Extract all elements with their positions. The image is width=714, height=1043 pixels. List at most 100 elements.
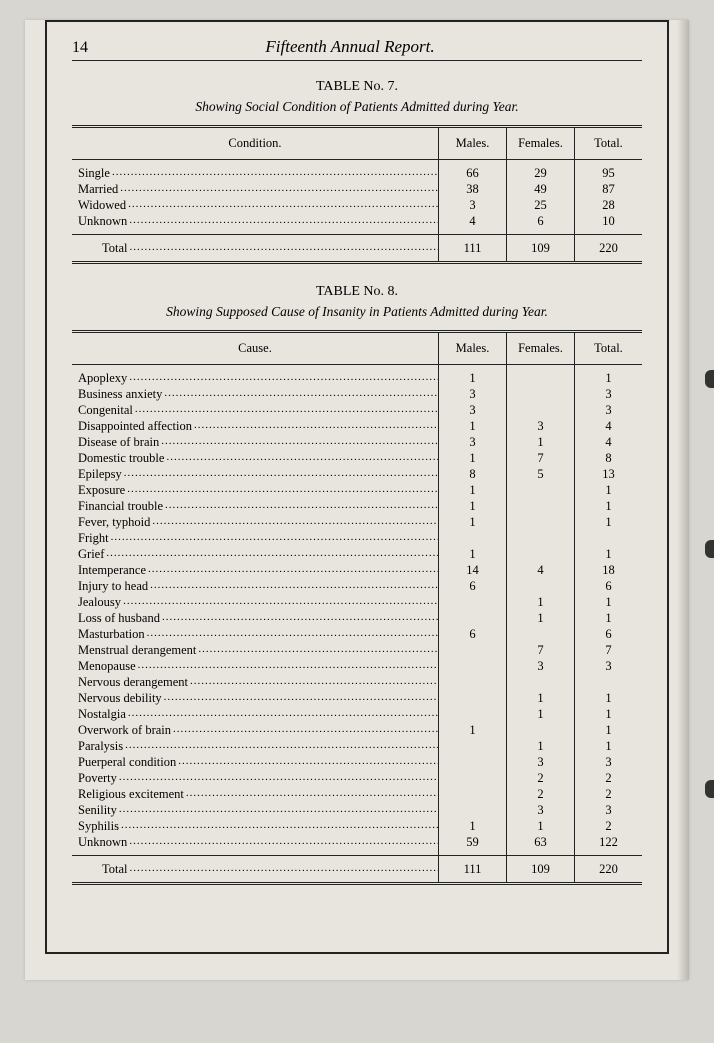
row-females: 25 — [507, 197, 575, 213]
row-total — [575, 530, 643, 546]
row-total: 8 — [575, 450, 643, 466]
row-females: 5 — [507, 466, 575, 482]
row-males: 1 — [439, 498, 507, 514]
row-total: 1 — [575, 738, 643, 754]
row-males — [439, 754, 507, 770]
row-total: 1 — [575, 722, 643, 738]
row-label: Injury to head — [72, 578, 439, 594]
row-total: 1 — [575, 690, 643, 706]
row-label: Domestic trouble — [72, 450, 439, 466]
row-label: Fever, typhoid — [72, 514, 439, 530]
row-total: 3 — [575, 754, 643, 770]
total-total: 220 — [575, 861, 643, 877]
row-label: Unknown — [72, 834, 439, 850]
row-label: Grief — [72, 546, 439, 562]
table7-subtitle: Showing Social Condition of Patients Adm… — [72, 99, 642, 115]
table-row: Religious excitement22 — [72, 786, 642, 802]
binding-mark — [705, 540, 714, 558]
row-females: 7 — [507, 642, 575, 658]
row-label: Senility — [72, 802, 439, 818]
row-males: 59 — [439, 834, 507, 850]
row-females — [507, 546, 575, 562]
row-total: 1 — [575, 482, 643, 498]
total-females: 109 — [507, 861, 575, 877]
table-row: Widowed32528 — [72, 197, 642, 213]
row-males — [439, 770, 507, 786]
row-label: Exposure — [72, 482, 439, 498]
row-males: 4 — [439, 213, 507, 229]
row-females: 29 — [507, 165, 575, 181]
row-females: 7 — [507, 450, 575, 466]
table7-head-row: Condition. Males. Females. Total. — [72, 127, 642, 160]
row-label: Nervous debility — [72, 690, 439, 706]
table-row: Menstrual derangement77 — [72, 642, 642, 658]
table-row: Disappointed affection134 — [72, 418, 642, 434]
total-label: Total — [72, 240, 439, 256]
table-row: Nervous debility11 — [72, 690, 642, 706]
row-total: 1 — [575, 370, 643, 386]
total-total: 220 — [575, 240, 643, 256]
row-total: 1 — [575, 514, 643, 530]
row-total: 4 — [575, 434, 643, 450]
row-label: Puerperal condition — [72, 754, 439, 770]
table-row: Poverty22 — [72, 770, 642, 786]
row-total: 4 — [575, 418, 643, 434]
table-row: Overwork of brain11 — [72, 722, 642, 738]
row-females: 49 — [507, 181, 575, 197]
col-females: Females. — [507, 127, 575, 160]
row-label: Fright — [72, 530, 439, 546]
table-row: Menopause33 — [72, 658, 642, 674]
row-total: 6 — [575, 578, 643, 594]
table8-subtitle: Showing Supposed Cause of Insanity in Pa… — [72, 304, 642, 320]
row-total — [575, 674, 643, 690]
table-row: Financial trouble11 — [72, 498, 642, 514]
row-total: 13 — [575, 466, 643, 482]
table-row: Married384987 — [72, 181, 642, 197]
binding-mark — [705, 780, 714, 798]
row-females — [507, 530, 575, 546]
row-label: Widowed — [72, 197, 439, 213]
row-label: Intemperance — [72, 562, 439, 578]
table-row: Exposure11 — [72, 482, 642, 498]
page-border: 14 Fifteenth Annual Report. TABLE No. 7.… — [45, 20, 669, 954]
row-females: 3 — [507, 418, 575, 434]
total-row: Total111109220 — [72, 240, 642, 256]
row-total: 87 — [575, 181, 643, 197]
row-label: Disease of brain — [72, 434, 439, 450]
row-total: 10 — [575, 213, 643, 229]
page-number: 14 — [72, 39, 88, 57]
table-row: Injury to head66 — [72, 578, 642, 594]
row-label: Business anxiety — [72, 386, 439, 402]
row-females — [507, 722, 575, 738]
table7-title: TABLE No. 7. — [72, 79, 642, 95]
table-row: Single662995 — [72, 165, 642, 181]
table8-title: TABLE No. 8. — [72, 284, 642, 300]
row-total: 28 — [575, 197, 643, 213]
row-label: Religious excitement — [72, 786, 439, 802]
row-males — [439, 706, 507, 722]
table8: Cause. Males. Females. Total. Apoplexy11… — [72, 330, 642, 885]
table-row: Loss of husband11 — [72, 610, 642, 626]
row-total: 1 — [575, 706, 643, 722]
row-males: 8 — [439, 466, 507, 482]
row-males: 1 — [439, 546, 507, 562]
row-label: Financial trouble — [72, 498, 439, 514]
row-total: 2 — [575, 818, 643, 834]
row-females: 1 — [507, 818, 575, 834]
scan-shadow — [677, 20, 689, 980]
row-males: 6 — [439, 626, 507, 642]
row-males: 1 — [439, 482, 507, 498]
table-row: Apoplexy11 — [72, 370, 642, 386]
row-label: Menopause — [72, 658, 439, 674]
table-row: Intemperance14418 — [72, 562, 642, 578]
row-females: 6 — [507, 213, 575, 229]
binding-mark — [705, 370, 714, 388]
col-condition: Condition. — [72, 127, 439, 160]
row-females: 1 — [507, 706, 575, 722]
row-total: 2 — [575, 786, 643, 802]
row-males — [439, 642, 507, 658]
row-males: 3 — [439, 386, 507, 402]
row-males — [439, 594, 507, 610]
col-total: Total. — [575, 332, 643, 365]
row-label: Masturbation — [72, 626, 439, 642]
